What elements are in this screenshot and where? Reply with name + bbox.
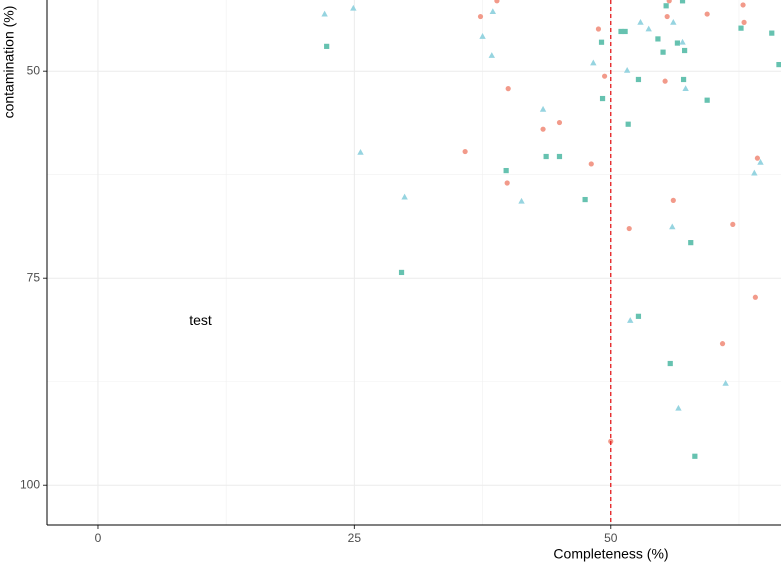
point bbox=[494, 0, 500, 4]
point bbox=[489, 8, 497, 14]
point bbox=[674, 40, 681, 46]
annotation: test bbox=[189, 312, 212, 328]
y-tick-label: 50 bbox=[27, 63, 41, 77]
point bbox=[769, 30, 775, 36]
point bbox=[582, 196, 588, 203]
point bbox=[543, 153, 549, 160]
point bbox=[590, 59, 597, 66]
point bbox=[503, 167, 509, 174]
point bbox=[479, 33, 486, 39]
point bbox=[401, 193, 408, 200]
point bbox=[626, 225, 632, 232]
point bbox=[350, 4, 357, 11]
point bbox=[637, 18, 644, 25]
y-tick-label: 75 bbox=[27, 270, 41, 284]
point bbox=[627, 317, 634, 323]
point bbox=[681, 47, 688, 54]
point bbox=[602, 73, 608, 79]
point bbox=[324, 43, 330, 49]
point bbox=[660, 49, 666, 55]
point bbox=[704, 11, 710, 17]
point bbox=[669, 223, 676, 230]
point bbox=[556, 119, 563, 126]
point bbox=[645, 25, 652, 32]
point bbox=[357, 148, 364, 155]
x-axis-label: Completeness (%) bbox=[553, 546, 668, 562]
point bbox=[618, 28, 624, 35]
point bbox=[679, 38, 686, 45]
point bbox=[635, 313, 642, 319]
point bbox=[670, 18, 677, 25]
point bbox=[722, 379, 729, 386]
point bbox=[730, 221, 736, 228]
point bbox=[704, 97, 710, 103]
point bbox=[680, 76, 687, 83]
point bbox=[625, 121, 631, 127]
point bbox=[667, 360, 673, 367]
point bbox=[623, 66, 631, 73]
point bbox=[598, 39, 605, 45]
point bbox=[682, 85, 689, 92]
y-axis-label: contamination (%) bbox=[1, 6, 17, 119]
point bbox=[599, 95, 606, 102]
point bbox=[679, 0, 686, 4]
point bbox=[462, 148, 468, 155]
point bbox=[776, 61, 781, 68]
point bbox=[622, 28, 628, 35]
point bbox=[754, 155, 761, 161]
point bbox=[588, 161, 594, 167]
point bbox=[504, 180, 510, 186]
point bbox=[477, 13, 484, 20]
y-tick-label: 100 bbox=[20, 477, 40, 491]
point bbox=[670, 197, 676, 203]
x-tick-label: 25 bbox=[348, 531, 362, 545]
point bbox=[398, 269, 405, 276]
point bbox=[740, 2, 746, 8]
point bbox=[635, 76, 642, 83]
point bbox=[556, 153, 563, 160]
x-tick-label: 0 bbox=[95, 531, 102, 545]
point bbox=[675, 404, 682, 411]
point bbox=[662, 78, 668, 84]
point bbox=[751, 169, 758, 176]
point bbox=[655, 36, 661, 42]
point bbox=[663, 3, 669, 9]
point bbox=[752, 294, 758, 300]
point bbox=[666, 0, 672, 4]
point bbox=[595, 26, 602, 32]
point bbox=[488, 52, 495, 58]
point bbox=[321, 10, 328, 17]
point bbox=[539, 105, 547, 112]
point bbox=[692, 453, 698, 459]
x-tick-label: 50 bbox=[604, 531, 618, 545]
point bbox=[719, 341, 726, 347]
point bbox=[688, 240, 694, 246]
point bbox=[738, 25, 744, 31]
point bbox=[540, 126, 546, 132]
point bbox=[505, 86, 511, 92]
point bbox=[664, 13, 670, 20]
point bbox=[741, 19, 747, 25]
point bbox=[757, 158, 764, 165]
point bbox=[518, 197, 525, 204]
